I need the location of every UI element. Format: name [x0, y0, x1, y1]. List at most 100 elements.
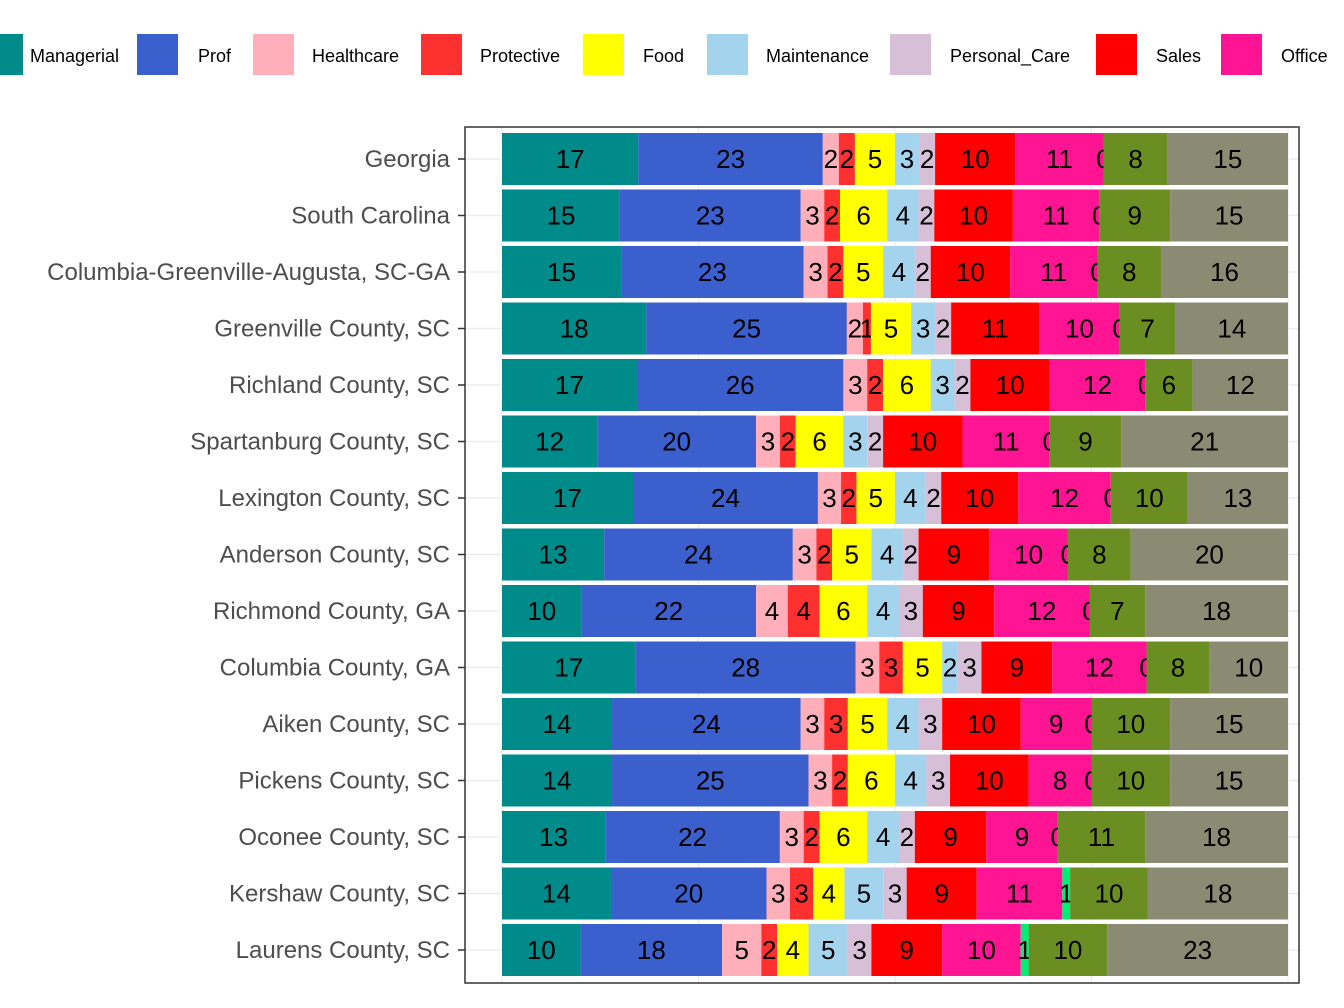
bar-segment-maintenance — [887, 698, 919, 750]
bar-segment-protective — [879, 641, 903, 694]
bar-segment-series-12 — [1170, 698, 1288, 750]
data-label: 2 — [943, 653, 957, 683]
data-label: 12 — [1226, 370, 1255, 400]
bar-segment-series-11 — [1091, 698, 1171, 750]
bar-segment-series-12 — [1175, 302, 1288, 355]
data-label: 14 — [542, 879, 571, 909]
data-label: 21 — [1190, 427, 1219, 457]
data-label: 6 — [836, 822, 850, 852]
data-label: 23 — [696, 201, 725, 231]
bar-segment-maintenance — [843, 415, 868, 468]
data-label: 6 — [812, 427, 826, 457]
bar-row-laurens-county-sc: 10 18 5 2 4 5 3 9 10 1 10 23 — [502, 924, 1288, 976]
data-label: 4 — [880, 540, 894, 570]
bar-segment-food — [854, 133, 895, 185]
bar-segment-maintenance — [930, 359, 955, 411]
bar-segment-series-12 — [1170, 754, 1288, 807]
data-label: 17 — [555, 370, 584, 400]
data-label: 18 — [1202, 822, 1231, 852]
y-tick-label: Kershaw County, SC — [229, 881, 450, 908]
legend-item-maintenance: Maintenance — [707, 34, 869, 75]
legend-label: Sales — [1156, 46, 1201, 66]
bar-segment-maintenance — [808, 924, 848, 976]
bar-segment-protective — [803, 811, 820, 863]
data-label: 5 — [884, 314, 898, 344]
data-label: 2 — [828, 257, 842, 287]
bar-segment-healthcare — [756, 585, 788, 637]
data-label: 2 — [824, 144, 838, 174]
data-label: 15 — [546, 201, 575, 231]
bar-segment-series-12 — [1130, 528, 1288, 581]
data-label: 10 — [967, 935, 996, 965]
bar-segment-office — [942, 924, 1021, 976]
bar-segment-personal-care — [918, 698, 943, 750]
data-label: 2 — [804, 822, 818, 852]
bar-row-georgia: 17232253210110815 — [502, 133, 1288, 185]
data-label: 9 — [934, 879, 948, 909]
bar-segment-series-12 — [1145, 811, 1288, 863]
bar-segment-sales — [918, 528, 990, 581]
data-label: 1 — [1059, 879, 1073, 909]
bar-segment-office — [1020, 698, 1092, 750]
bar-row-richmond-county-ga: 1022446439120718 — [502, 585, 1288, 637]
bar-segment-maintenance — [895, 472, 926, 524]
data-label: 10 — [959, 201, 988, 231]
bar-segment-series-11 — [1089, 585, 1146, 637]
bar-segment-healthcare — [803, 246, 828, 298]
data-label: 15 — [1213, 144, 1242, 174]
bar-segment-healthcare — [808, 754, 833, 807]
bar-segment-series-11 — [1146, 641, 1210, 694]
data-label: 10 — [1116, 766, 1145, 796]
data-label: 4 — [896, 709, 910, 739]
legend-label: Prof — [198, 46, 232, 66]
data-label: 15 — [547, 257, 576, 287]
data-label: 28 — [731, 653, 760, 683]
bar-segment-managerial — [502, 698, 613, 750]
bar-segment-protective — [841, 472, 857, 524]
bar-segment-protective — [761, 924, 778, 976]
data-label: 8 — [1053, 766, 1067, 796]
data-label: 3 — [813, 766, 827, 796]
data-label: 4 — [876, 596, 890, 626]
bar-segment-food — [832, 528, 872, 581]
data-label: 5 — [860, 709, 874, 739]
bars: 1723225321011081515233264210110915152332… — [502, 133, 1288, 976]
legend-item-office: Office — [1221, 34, 1328, 75]
data-label: 9 — [1049, 709, 1063, 739]
data-label: 2 — [900, 822, 914, 852]
data-label: 11 — [993, 427, 1020, 457]
legend-key — [421, 34, 462, 75]
legend-key — [253, 34, 294, 75]
data-label: 20 — [662, 427, 691, 457]
data-label: 10 — [1234, 653, 1263, 683]
data-label: 4 — [796, 596, 810, 626]
y-tick-label: Oconee County, SC — [238, 824, 450, 851]
data-label: 22 — [654, 596, 683, 626]
bar-segment-food — [856, 472, 895, 524]
data-label: 3 — [808, 257, 822, 287]
data-label: 10 — [1014, 540, 1043, 570]
bar-segment-personal-care — [914, 246, 931, 298]
bar-segment-series-12 — [1107, 924, 1288, 976]
data-label: 20 — [674, 879, 703, 909]
bar-segment-office — [1052, 641, 1147, 694]
data-label: 17 — [554, 653, 583, 683]
bar-segment-sales — [935, 133, 1016, 185]
data-label: 24 — [711, 483, 740, 513]
data-label: 11 — [1006, 879, 1033, 909]
bar-segment-prof — [636, 359, 844, 411]
bar-segment-protective — [816, 528, 833, 581]
data-label: 16 — [1210, 257, 1239, 287]
data-label: 10 — [1116, 709, 1145, 739]
bar-segment-series-11 — [1067, 528, 1131, 581]
bar-segment-sales — [934, 189, 1013, 242]
bar-row-pickens-county-sc: 14253264310801015 — [502, 754, 1288, 807]
bar-segment-managerial — [502, 133, 639, 185]
legend-key — [0, 34, 23, 75]
data-label: 2 — [833, 766, 847, 796]
legend-key — [1096, 34, 1137, 75]
bar-segment-personal-care — [926, 754, 951, 807]
bar-segment-maintenance — [895, 754, 927, 807]
data-label: 7 — [1110, 596, 1124, 626]
